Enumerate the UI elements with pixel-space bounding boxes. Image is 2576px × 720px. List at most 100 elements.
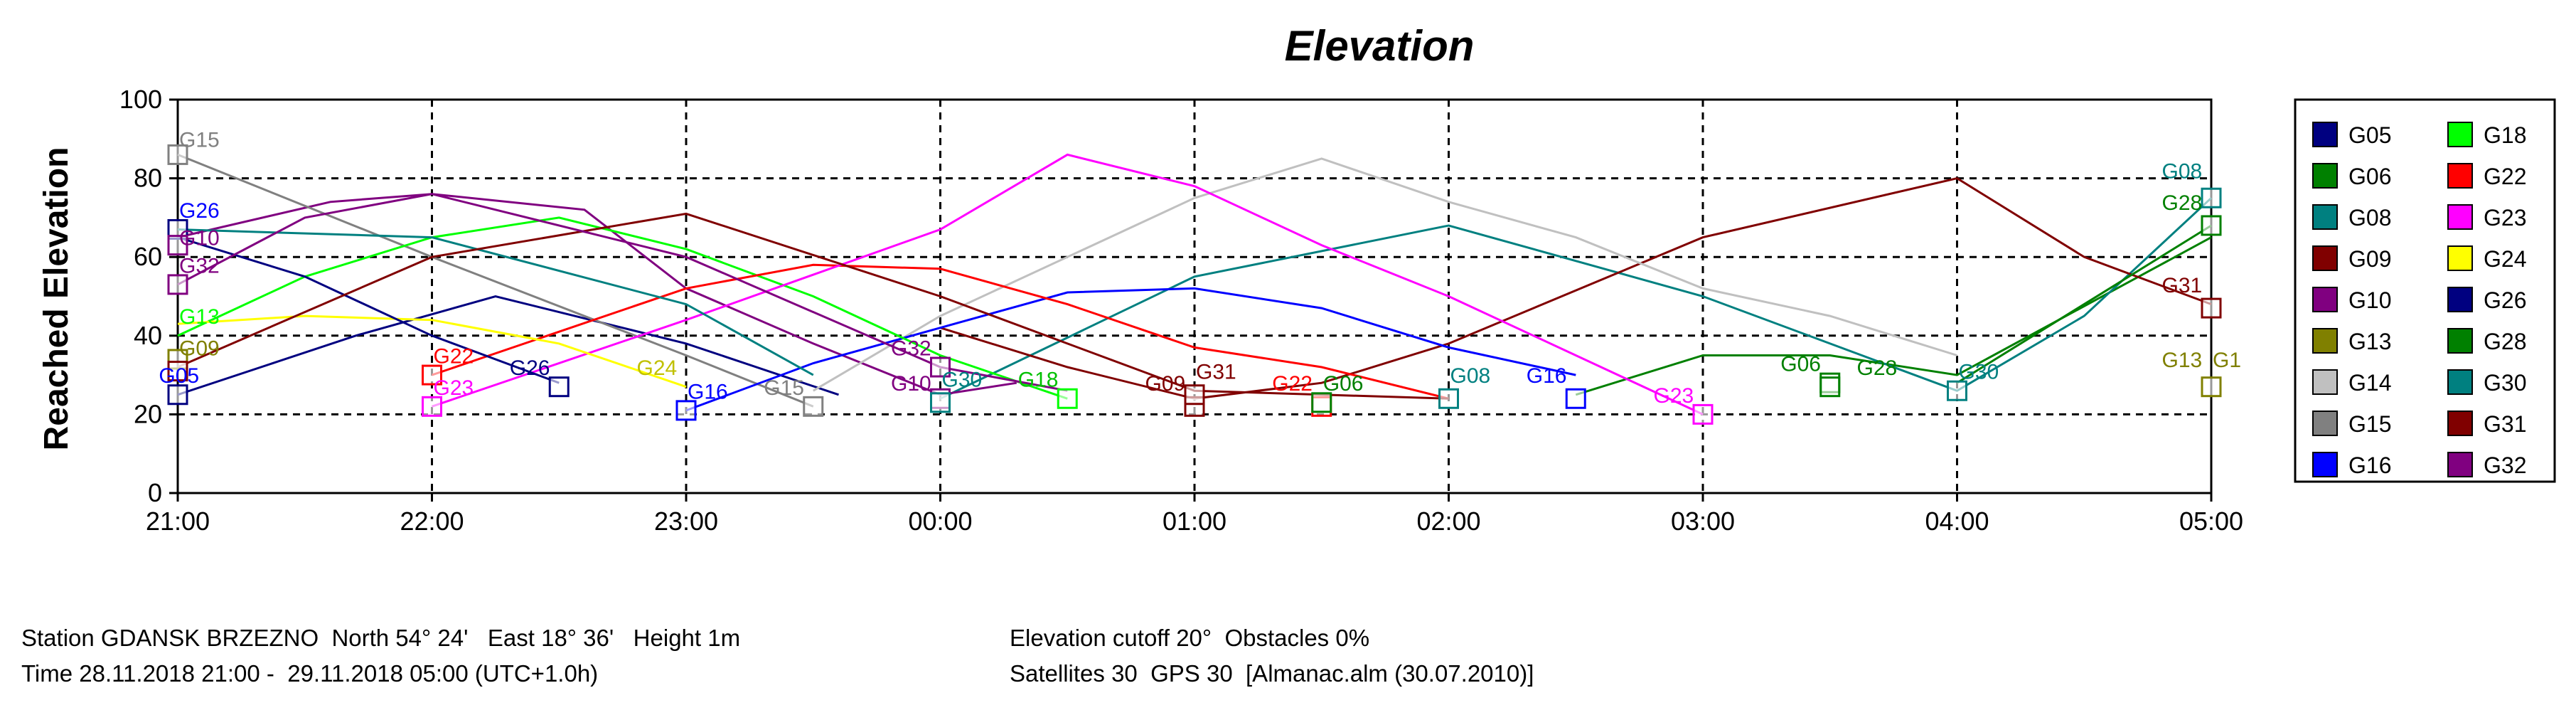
- legend-label-g13: G13: [2348, 329, 2391, 354]
- legend-label-g30: G30: [2484, 370, 2526, 396]
- y-tick-label: 80: [134, 164, 162, 193]
- series-tag-g30: G30: [942, 369, 983, 392]
- series-tag-g08: G08: [2162, 160, 2203, 184]
- marker-g22: [422, 364, 442, 386]
- satellites-info: Satellites 30 GPS 30 [Almanac.alm (30.07…: [1010, 660, 1534, 687]
- legend-swatch-g24: [2447, 245, 2473, 271]
- series-tag-g26: G26: [179, 199, 220, 223]
- series-tag-g10: G10: [891, 372, 931, 396]
- series-tag-g32: G32: [891, 337, 931, 360]
- marker-g26: [548, 376, 570, 398]
- legend-label-g31: G31: [2484, 411, 2526, 437]
- legend-label-g22: G22: [2484, 164, 2526, 189]
- legend-swatch-g23: [2447, 204, 2473, 230]
- legend-label-g16: G16: [2348, 452, 2391, 478]
- x-tick-label: 01:00: [1163, 507, 1226, 536]
- legend: G05 G18 G06 G22 G08 G23 G09 G24 G10 G26 G13 G28 G14 G…: [2294, 98, 2556, 483]
- series-tag-g06: G06: [1323, 372, 1364, 396]
- series-line-g31: [177, 212, 1449, 400]
- series-line-g18: [177, 216, 1068, 400]
- series-tag-g15: G15: [764, 376, 804, 400]
- x-tick-label: 03:00: [1671, 507, 1735, 536]
- marker-g13: [2201, 376, 2222, 398]
- series-line-g09: [940, 176, 2212, 400]
- y-axis-label: Reached Elevation: [38, 147, 75, 451]
- legend-label-g26: G26: [2484, 287, 2526, 313]
- series-line-g28: [1956, 224, 2212, 384]
- y-tick-label: 0: [148, 478, 162, 507]
- x-tick-label: 00:00: [908, 507, 972, 536]
- series-tag-g08: G08: [1450, 364, 1491, 388]
- series-tag-g23: G23: [434, 376, 474, 400]
- marker-g06: [1311, 392, 1332, 413]
- legend-swatch-g18: [2447, 122, 2473, 147]
- legend-label-g14: G14: [2348, 370, 2391, 396]
- series-line-g15: [177, 154, 814, 408]
- marker-g31: [1184, 384, 1205, 406]
- series-tag-g23: G23: [1654, 384, 1694, 408]
- series-tag-g31: G31: [2162, 274, 2203, 297]
- legend-label-g10: G10: [2348, 287, 2391, 313]
- series-line-g24: [177, 314, 687, 388]
- series-line-g23: [432, 153, 1704, 415]
- series-tag-g28: G28: [1857, 356, 1898, 380]
- marker-g30: [1947, 380, 1967, 401]
- series-tag-g32: G32: [179, 254, 220, 277]
- series-tag-g22: G22: [434, 345, 474, 369]
- series-tag-g28: G28: [2162, 191, 2203, 215]
- series-tag-g09: G09: [1145, 372, 1186, 396]
- legend-box: [2294, 98, 2556, 483]
- legend-label-g15: G15: [2348, 411, 2391, 437]
- time-info: Time 28.11.2018 21:00 - 29.11.2018 05:00…: [21, 660, 599, 687]
- series-tag-g30: G30: [1959, 361, 1999, 384]
- legend-swatch-g08: [2312, 204, 2338, 230]
- series-tag-g13: G13: [179, 305, 220, 329]
- series-line-g30: [177, 228, 814, 376]
- x-tick-label: 05:00: [2179, 507, 2243, 536]
- marker-g32: [167, 274, 188, 295]
- elevation-cutoff-info: Elevation cutoff 20° Obstacles 0%: [1010, 625, 1370, 651]
- series-tag-g09: G09: [179, 337, 220, 360]
- series-tag-g06: G06: [1780, 353, 1821, 376]
- legend-swatch-g06: [2312, 163, 2338, 189]
- marker-g18: [1057, 388, 1078, 409]
- series-tag-g05: G05: [159, 364, 199, 388]
- legend-label-g09: G09: [2348, 246, 2391, 272]
- series-tag-g16: G16: [1527, 364, 1567, 388]
- legend-label-g06: G06: [2348, 164, 2391, 189]
- marker-g28: [2201, 215, 2222, 236]
- marker-g16: [1565, 388, 1586, 409]
- marker-g05: [167, 384, 188, 406]
- series-tag-g22: G22: [1272, 372, 1313, 396]
- marker-g08: [1438, 388, 1459, 409]
- legend-swatch-g05: [2312, 122, 2338, 147]
- series-tag-g10: G10: [179, 227, 220, 250]
- series-tag-g31: G31: [1196, 361, 1236, 384]
- marker-g28: [1819, 376, 1841, 398]
- marker-g15: [167, 144, 188, 165]
- series-tag-g24: G24: [637, 356, 678, 380]
- series-line-g10: [177, 193, 1017, 396]
- legend-swatch-g09: [2312, 245, 2338, 271]
- marker-g23: [1692, 403, 1714, 425]
- series-line-g08: [939, 197, 2213, 400]
- x-tick-label: 02:00: [1416, 507, 1480, 536]
- legend-swatch-g32: [2447, 452, 2473, 477]
- grid: [178, 100, 2211, 493]
- legend-label-g08: G08: [2348, 205, 2391, 231]
- series-markers: [167, 144, 2222, 425]
- legend-label-g24: G24: [2484, 246, 2526, 272]
- series-line-g05: [177, 295, 839, 396]
- legend-swatch-g22: [2447, 163, 2473, 189]
- series-tag-g13: G13: [2162, 349, 2203, 372]
- marker-g09: [167, 361, 188, 382]
- legend-swatch-g14: [2312, 369, 2338, 395]
- legend-label-g28: G28: [2484, 329, 2526, 354]
- marker-g08: [2201, 187, 2222, 208]
- x-tick-label: 04:00: [1925, 507, 1989, 536]
- series-tag-g15: G15: [179, 128, 220, 152]
- series-lines: [177, 153, 2213, 415]
- series-line-g16: [685, 287, 1576, 412]
- series-tag-g1: G1: [2213, 349, 2241, 372]
- legend-swatch-g26: [2447, 287, 2473, 312]
